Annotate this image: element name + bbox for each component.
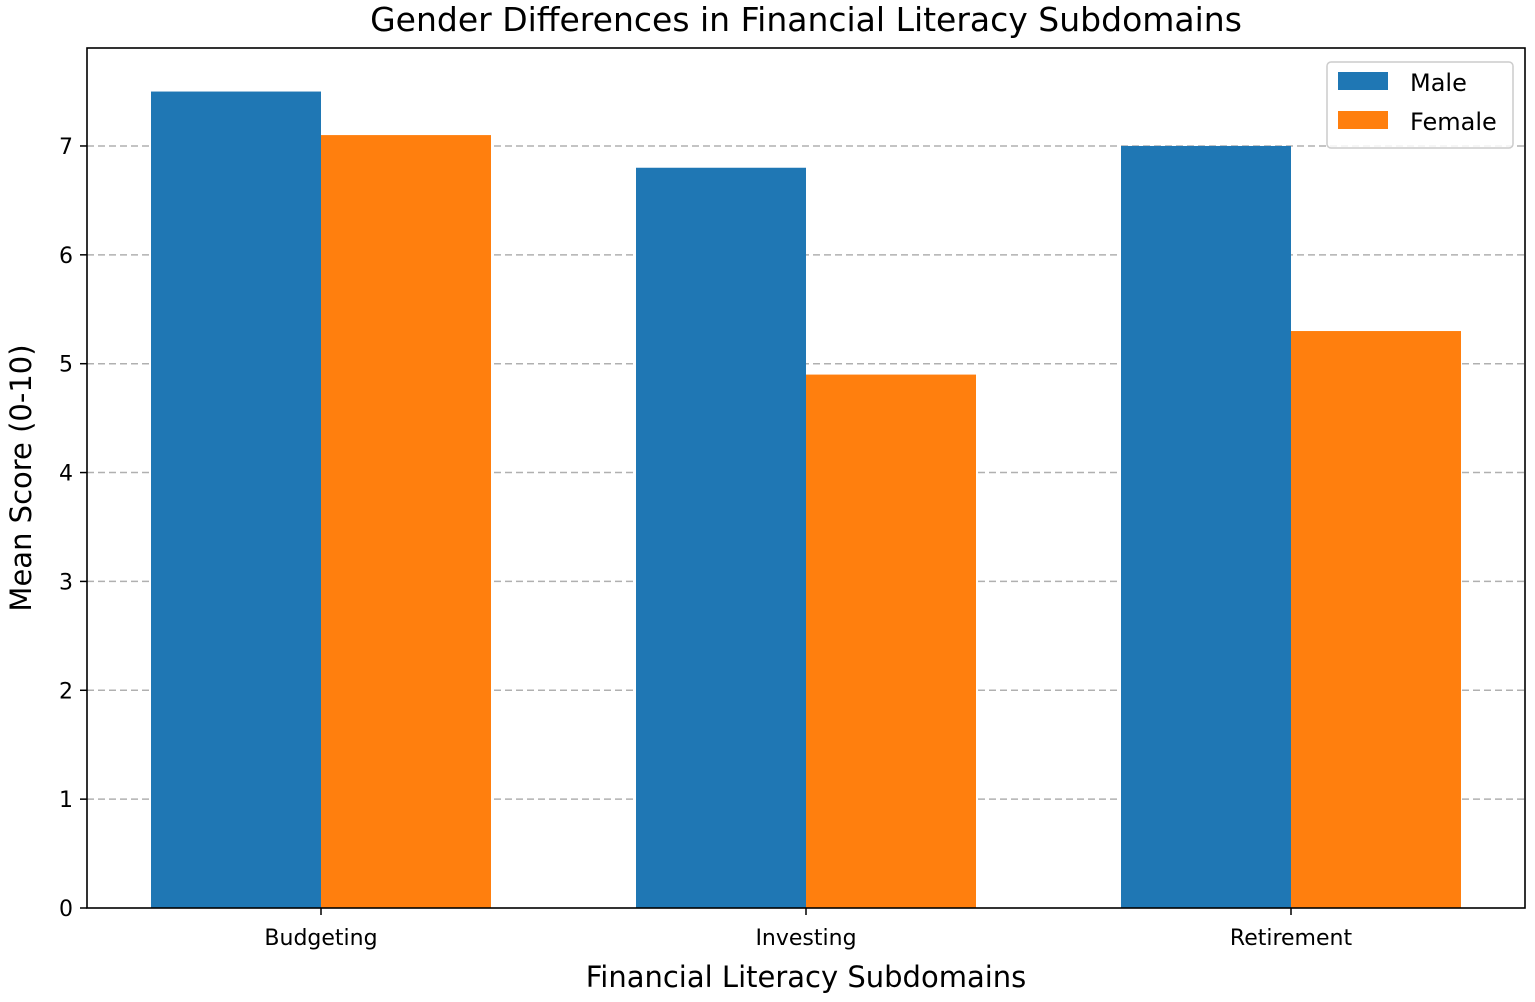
y-tick-label: 0 bbox=[59, 897, 73, 922]
legend-swatch-male bbox=[1338, 72, 1388, 90]
y-tick-label: 5 bbox=[59, 353, 73, 378]
legend-label-female: Female bbox=[1410, 108, 1497, 136]
y-tick-label: 2 bbox=[59, 679, 73, 704]
y-tick-label: 1 bbox=[59, 788, 73, 813]
y-tick-label: 4 bbox=[59, 462, 73, 487]
bars bbox=[151, 91, 1461, 909]
y-tick-label: 7 bbox=[59, 135, 73, 160]
chart-title: Gender Differences in Financial Literacy… bbox=[370, 0, 1242, 39]
legend-label-male: Male bbox=[1410, 69, 1467, 97]
x-tick-label: Retirement bbox=[1230, 926, 1353, 951]
bar-female-retirement bbox=[1291, 331, 1461, 908]
x-axis-ticks: Budgeting Investing Retirement bbox=[264, 908, 1352, 951]
bar-male-retirement bbox=[1121, 145, 1291, 909]
legend-swatch-female bbox=[1338, 111, 1388, 129]
bar-female-investing bbox=[806, 374, 976, 908]
legend: Male Female bbox=[1326, 61, 1514, 149]
y-axis-ticks: 0 1 2 3 4 5 6 7 bbox=[59, 135, 87, 922]
y-tick-label: 3 bbox=[59, 570, 73, 595]
x-axis-label: Financial Literacy Subdomains bbox=[586, 960, 1027, 994]
y-tick-label: 6 bbox=[59, 244, 73, 269]
bar-male-budgeting bbox=[151, 91, 321, 908]
x-tick-label: Investing bbox=[755, 926, 856, 951]
x-tick-label: Budgeting bbox=[264, 926, 377, 951]
bar-female-budgeting bbox=[321, 135, 491, 908]
bar-male-investing bbox=[636, 167, 806, 909]
y-axis-label: Mean Score (0-10) bbox=[4, 344, 38, 611]
